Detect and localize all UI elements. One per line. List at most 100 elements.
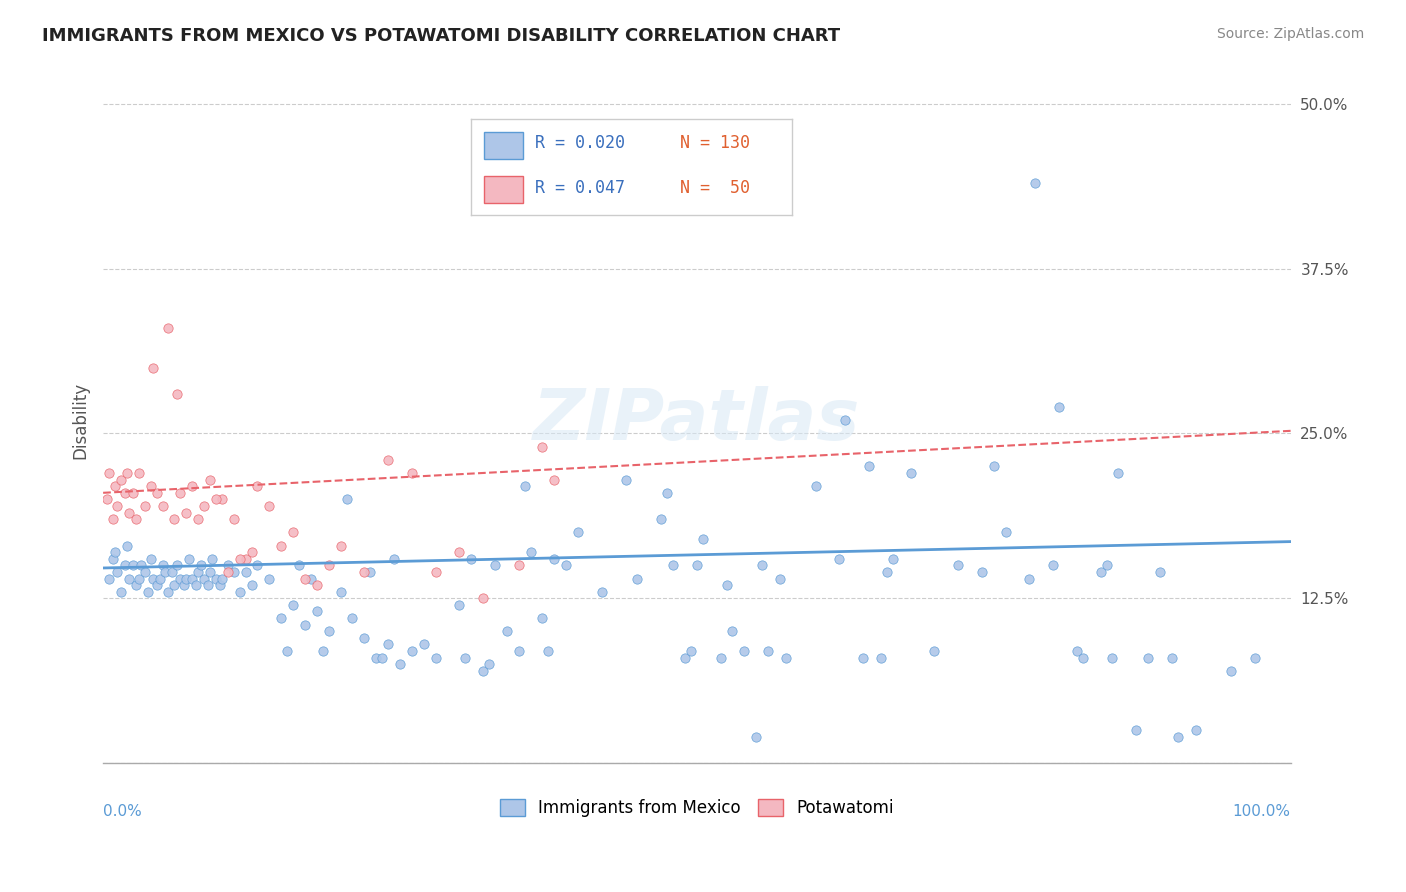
Point (924, 644, 946, 658)
Point (163, 578, 186, 592)
Point (745, 730, 768, 744)
Point (198, 473, 221, 487)
Point (217, 565, 239, 579)
Point (197, 578, 219, 592)
Point (181, 572, 204, 586)
Point (101, 512, 124, 526)
Point (98, 572, 121, 586)
Point (240, 578, 263, 592)
Point (118, 572, 141, 586)
Point (125, 512, 148, 526)
Point (193, 572, 215, 586)
Point (650, 512, 672, 526)
Point (614, 473, 637, 487)
Y-axis label: Disability: Disability (72, 382, 89, 458)
Point (1024, 176, 1046, 190)
Point (169, 572, 191, 586)
Point (1125, 723, 1147, 738)
Point (139, 479, 162, 493)
Point (484, 558, 506, 573)
Point (98, 466, 121, 480)
Point (472, 591, 495, 606)
Point (657, 485, 679, 500)
Point (205, 572, 228, 586)
Point (472, 664, 495, 678)
Point (1018, 572, 1040, 586)
Point (193, 499, 215, 513)
Point (270, 539, 292, 553)
Point (626, 572, 648, 586)
Point (852, 650, 875, 665)
Point (121, 558, 143, 573)
Point (128, 572, 150, 586)
Point (115, 539, 138, 553)
Point (318, 624, 340, 639)
Point (1137, 650, 1160, 665)
Point (449, 598, 471, 612)
Point (222, 565, 245, 579)
Point (145, 578, 167, 592)
Point (449, 545, 471, 559)
Point (329, 584, 352, 599)
Point (190, 558, 212, 573)
Point (139, 551, 162, 566)
Point (1042, 558, 1064, 573)
Point (114, 558, 136, 573)
Point (105, 565, 128, 579)
Point (246, 558, 269, 573)
Point (425, 650, 447, 665)
Point (173, 578, 195, 592)
Point (142, 360, 165, 375)
Point (305, 605, 328, 619)
Point (153, 565, 176, 579)
Point (198, 565, 221, 579)
Point (125, 578, 148, 592)
Point (1095, 558, 1118, 573)
Point (1184, 723, 1206, 738)
Point (733, 644, 755, 658)
Point (1107, 466, 1129, 480)
Point (508, 644, 530, 658)
Point (756, 644, 779, 658)
Point (686, 558, 709, 573)
Point (217, 558, 239, 573)
Point (946, 558, 969, 573)
Point (329, 539, 352, 553)
Point (970, 565, 993, 579)
Point (166, 558, 188, 573)
Point (157, 321, 180, 335)
Point (157, 584, 180, 599)
Point (281, 525, 304, 540)
Text: 100.0%: 100.0% (1233, 805, 1291, 819)
Point (259, 572, 281, 586)
Point (1047, 400, 1070, 414)
Legend: Immigrants from Mexico, Potawatomi: Immigrants from Mexico, Potawatomi (494, 792, 900, 823)
Point (353, 565, 375, 579)
Point (110, 473, 132, 487)
Point (876, 565, 898, 579)
Point (1160, 650, 1182, 665)
Text: ZIPatlas: ZIPatlas (533, 385, 860, 455)
Point (460, 551, 482, 566)
Point (105, 499, 128, 513)
Point (519, 545, 541, 559)
Point (679, 644, 702, 658)
Point (555, 558, 578, 573)
Point (134, 499, 156, 513)
Point (136, 584, 159, 599)
Point (401, 644, 423, 658)
Point (804, 479, 827, 493)
Point (335, 492, 357, 507)
Point (858, 459, 880, 474)
Point (201, 551, 224, 566)
Point (591, 584, 613, 599)
Point (134, 565, 156, 579)
Point (496, 624, 519, 639)
Point (751, 558, 773, 573)
Point (882, 551, 904, 566)
Point (205, 492, 228, 507)
Point (425, 565, 447, 579)
Point (222, 512, 245, 526)
Point (1220, 664, 1243, 678)
Point (270, 611, 292, 625)
